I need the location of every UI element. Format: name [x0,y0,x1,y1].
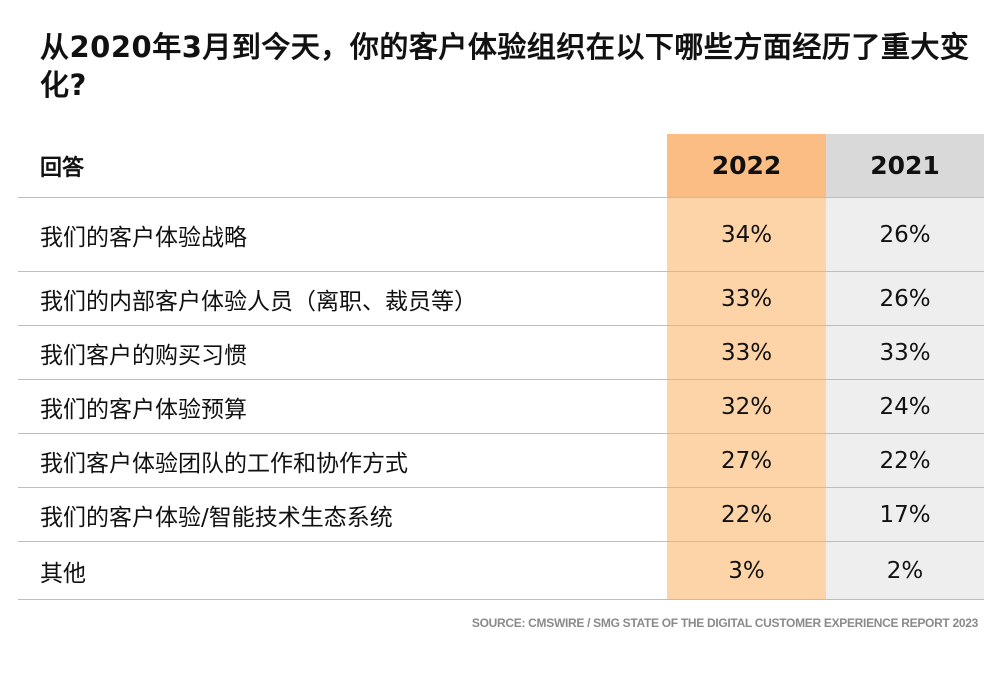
row-label: 我们的内部客户体验人员（离职、裁员等） [18,271,667,326]
value-2021: 26% [826,197,984,272]
chart-title: 从2020年3月到今天，你的客户体验组织在以下哪些方面经历了重大变化? [40,30,970,102]
value-2022: 27% [667,433,826,488]
value-2022: 33% [667,271,826,326]
table-row: 我们的客户体验战略 34% 26% [18,197,984,272]
row-label: 我们客户的购买习惯 [18,325,667,380]
table-row: 我们的客户体验预算 32% 24% [18,379,984,434]
value-2021: 22% [826,433,984,488]
value-2021: 26% [826,271,984,326]
table-row: 我们的内部客户体验人员（离职、裁员等） 33% 26% [18,271,984,326]
value-2021: 17% [826,487,984,542]
value-2022: 22% [667,487,826,542]
table-row: 我们客户的购买习惯 33% 33% [18,325,984,380]
row-label: 我们的客户体验/智能技术生态系统 [18,487,667,542]
table-row: 其他 3% 2% [18,541,984,600]
row-label: 其他 [18,541,667,600]
value-2022: 33% [667,325,826,380]
row-label: 我们的客户体验预算 [18,379,667,434]
value-2022: 3% [667,541,826,600]
table-header-row: 回答 2022 2021 [18,134,984,198]
value-2021: 33% [826,325,984,380]
value-2021: 2% [826,541,984,600]
results-table-container: 回答 2022 2021 我们的客户体验战略 34% 26% 我们的内部客户体验… [18,134,984,600]
value-2022: 34% [667,197,826,272]
row-label: 我们的客户体验战略 [18,197,667,272]
source-note: SOURCE: CMSWIRE / SMG STATE OF THE DIGIT… [471,616,978,630]
value-2022: 32% [667,379,826,434]
row-label: 我们客户体验团队的工作和协作方式 [18,433,667,488]
column-header-2021: 2021 [826,134,984,198]
table-row: 我们的客户体验/智能技术生态系统 22% 17% [18,487,984,542]
results-table: 回答 2022 2021 我们的客户体验战略 34% 26% 我们的内部客户体验… [18,134,984,600]
value-2021: 24% [826,379,984,434]
column-header-2022: 2022 [667,134,826,198]
column-header-answer: 回答 [18,134,667,198]
table-row: 我们客户体验团队的工作和协作方式 27% 22% [18,433,984,488]
